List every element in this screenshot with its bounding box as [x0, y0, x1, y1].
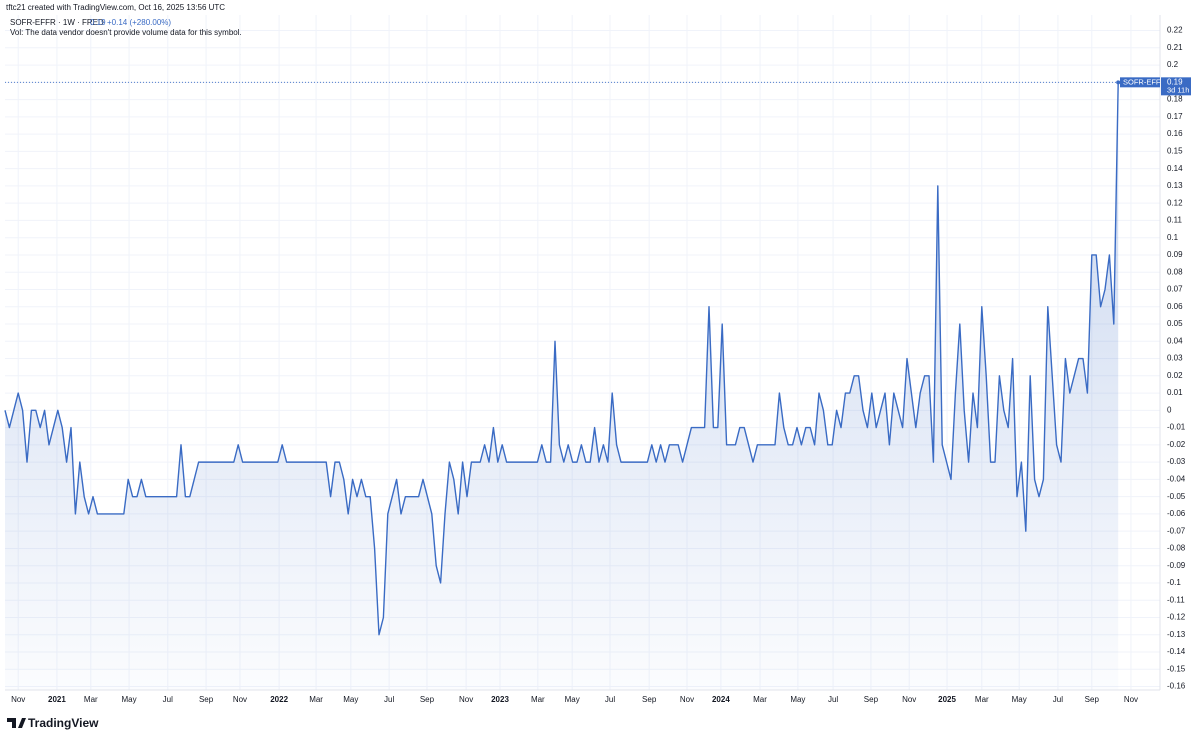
x-tick-label: Mar — [975, 695, 989, 704]
y-tick-label: 0.2 — [1167, 60, 1179, 69]
last-point — [1116, 80, 1121, 85]
x-tick-label: 2025 — [938, 695, 956, 704]
x-tick-label: Mar — [309, 695, 323, 704]
x-tick-label: Sep — [420, 695, 435, 704]
y-tick-label: 0.1 — [1167, 233, 1179, 242]
x-tick-label: Jul — [1053, 695, 1063, 704]
x-tick-label: Sep — [642, 695, 657, 704]
x-tick-label: Mar — [84, 695, 98, 704]
x-tick-label: Nov — [11, 695, 25, 704]
volume-note: Vol: The data vendor doesn't provide vol… — [10, 28, 242, 37]
y-tick-label: -0.09 — [1167, 561, 1186, 570]
price-tag — [1120, 77, 1160, 88]
y-tick-label: -0.04 — [1167, 474, 1186, 483]
last-value: 0.19 — [90, 18, 106, 27]
y-tick-label: -0.02 — [1167, 440, 1186, 449]
y-tick-label: -0.12 — [1167, 613, 1186, 622]
y-tick-label: 0.12 — [1167, 198, 1183, 207]
y-tick-label: -0.03 — [1167, 457, 1186, 466]
x-tick-label: Jul — [828, 695, 838, 704]
x-tick-label: Jul — [163, 695, 173, 704]
y-tick-label: -0.08 — [1167, 544, 1186, 553]
symbol-title: SOFR-EFFR · 1W · FRED — [10, 18, 104, 27]
y-tick-label: 0.03 — [1167, 354, 1183, 363]
y-tick-label: 0.11 — [1167, 216, 1183, 225]
y-tick-label: -0.1 — [1167, 578, 1181, 587]
attribution: tftc21 created with TradingView.com, Oct… — [6, 3, 225, 12]
y-tick-label: 0.22 — [1167, 26, 1183, 35]
y-tick-label: -0.15 — [1167, 664, 1186, 673]
y-tick-label: -0.01 — [1167, 423, 1186, 432]
y-tick-label: 0.21 — [1167, 43, 1183, 52]
y-tick-label: -0.06 — [1167, 509, 1186, 518]
x-tick-label: May — [1012, 695, 1027, 704]
x-tick-label: May — [565, 695, 580, 704]
y-tick-label: 0.08 — [1167, 267, 1183, 276]
y-tick-label: -0.16 — [1167, 682, 1186, 691]
price-tag-symbol: SOFR-EFFR — [1123, 77, 1166, 86]
y-tick-label: 0.09 — [1167, 250, 1183, 259]
y-tick-label: 0.15 — [1167, 146, 1183, 155]
x-tick-label: Nov — [902, 695, 916, 704]
price-line — [4, 82, 1119, 636]
y-tick-label: -0.11 — [1167, 595, 1185, 604]
x-tick-label: 2023 — [491, 695, 509, 704]
x-tick-label: Nov — [233, 695, 247, 704]
x-tick-label: 2022 — [270, 695, 288, 704]
y-tick-label: 0.07 — [1167, 285, 1183, 294]
y-tick-label: 0.06 — [1167, 302, 1183, 311]
y-tick-label: -0.07 — [1167, 526, 1186, 535]
x-tick-label: Mar — [531, 695, 545, 704]
y-tick-label: -0.05 — [1167, 492, 1186, 501]
logo: TradingView — [7, 716, 99, 730]
x-tick-label: Sep — [199, 695, 214, 704]
y-tick-label: 0.13 — [1167, 181, 1183, 190]
x-tick-label: Nov — [1124, 695, 1138, 704]
price-tag-value-bg — [1161, 77, 1191, 96]
y-tick-label: 0.05 — [1167, 319, 1183, 328]
y-tick-label: 0.04 — [1167, 336, 1183, 345]
x-tick-label: Sep — [864, 695, 879, 704]
plot — [4, 80, 1160, 690]
logo-icon — [7, 718, 26, 728]
y-tick-label: 0.14 — [1167, 164, 1183, 173]
x-tick-label: Jul — [384, 695, 394, 704]
y-tick-label: 0.17 — [1167, 112, 1183, 121]
x-tick-label: May — [122, 695, 137, 704]
y-tick-label: -0.13 — [1167, 630, 1186, 639]
y-tick-label: 0.16 — [1167, 129, 1183, 138]
y-tick-label: 0.02 — [1167, 371, 1183, 380]
x-tick-label: Sep — [1085, 695, 1100, 704]
area-fill — [5, 82, 1119, 690]
y-tick-label: 0 — [1167, 405, 1172, 414]
y-tick-label: 0.18 — [1167, 95, 1183, 104]
x-tick-label: Nov — [459, 695, 473, 704]
x-tick-label: Nov — [680, 695, 694, 704]
countdown: 3d 11h — [1167, 85, 1189, 94]
x-tick-label: May — [790, 695, 805, 704]
y-tick-label: -0.14 — [1167, 647, 1186, 656]
x-tick-label: 2024 — [712, 695, 730, 704]
x-tick-label: Jul — [605, 695, 615, 704]
x-tick-label: May — [343, 695, 358, 704]
x-tick-label: Mar — [753, 695, 767, 704]
price-tag-value: 0.19 — [1167, 77, 1183, 86]
x-tick-label: 2021 — [48, 695, 66, 704]
brand: TradingView — [28, 716, 99, 730]
y-tick-label: 0.01 — [1167, 388, 1183, 397]
change: +0.14 (+280.00%) — [107, 18, 171, 27]
